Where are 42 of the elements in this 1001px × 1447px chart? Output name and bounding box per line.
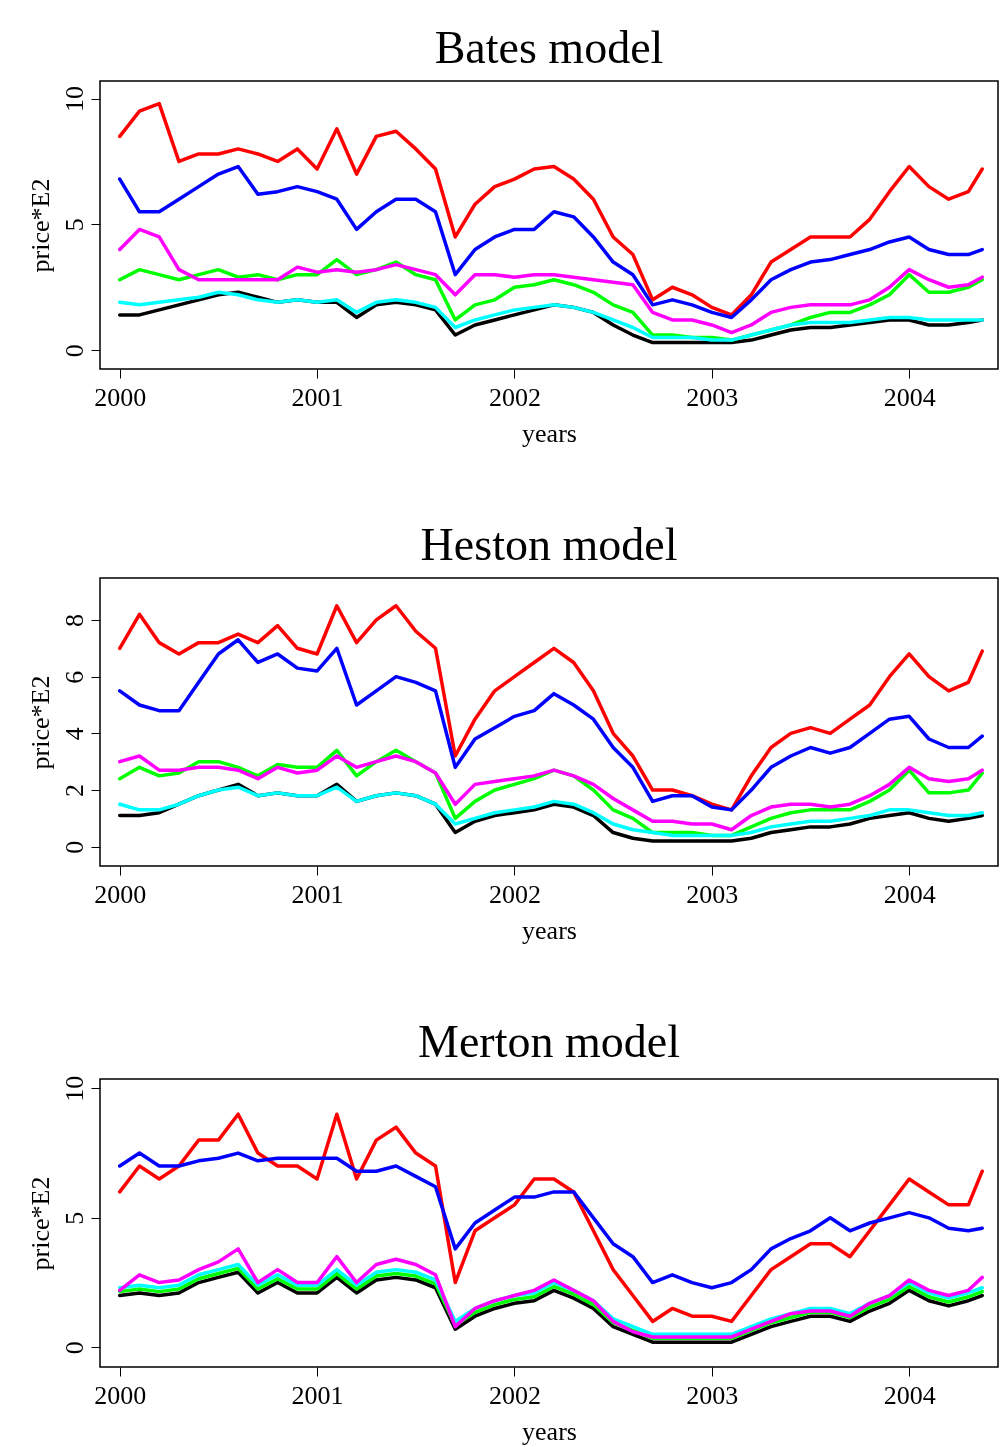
y-tick-label: 6 — [59, 670, 89, 684]
chart-title: Heston model — [420, 519, 678, 570]
x-tick-label: 2000 — [94, 1380, 147, 1410]
y-tick-label: 5 — [59, 218, 89, 232]
x-tick-label: 2002 — [488, 879, 541, 909]
x-tick-label: 2001 — [291, 1380, 344, 1410]
x-axis-title: years — [522, 418, 577, 448]
line-series — [117, 164, 984, 320]
y-tick-label: 0 — [59, 840, 89, 854]
x-tick-label: 2000 — [94, 382, 147, 412]
x-tick-label: 2001 — [291, 382, 344, 412]
x-tick-label: 2002 — [488, 382, 541, 412]
x-tick-label: 2004 — [883, 879, 936, 909]
x-tick-label: 2003 — [686, 879, 739, 909]
y-axis-title: price*E2 — [25, 1176, 55, 1271]
line-series — [117, 101, 984, 317]
x-tick-label: 2004 — [883, 382, 936, 412]
chart-title: Bates model — [434, 22, 664, 73]
x-tick-label: 2004 — [883, 1380, 936, 1410]
x-tick-label: 2002 — [488, 1380, 541, 1410]
chart-title: Merton model — [418, 1016, 680, 1068]
y-tick-label: 10 — [59, 86, 89, 113]
y-tick-label: 4 — [59, 727, 89, 741]
y-tick-label: 10 — [59, 1075, 89, 1102]
y-tick-label: 2 — [59, 784, 89, 798]
line-series — [117, 1247, 984, 1339]
line-series — [117, 1112, 984, 1324]
y-tick-label: 0 — [59, 344, 89, 358]
x-tick-label: 2003 — [686, 1380, 739, 1410]
y-tick-label: 8 — [59, 613, 89, 627]
line-series — [117, 1151, 984, 1290]
y-tick-label: 5 — [59, 1211, 89, 1225]
x-axis-title: years — [522, 915, 577, 945]
x-tick-label: 2003 — [686, 382, 739, 412]
line-series — [117, 638, 984, 812]
y-axis-title: price*E2 — [25, 675, 55, 770]
x-tick-label: 2001 — [291, 879, 344, 909]
x-tick-label: 2000 — [94, 879, 147, 909]
y-axis-title: price*E2 — [25, 178, 55, 273]
x-axis-title: years — [522, 1416, 577, 1446]
line-series — [117, 227, 984, 335]
y-tick-label: 0 — [59, 1341, 89, 1355]
